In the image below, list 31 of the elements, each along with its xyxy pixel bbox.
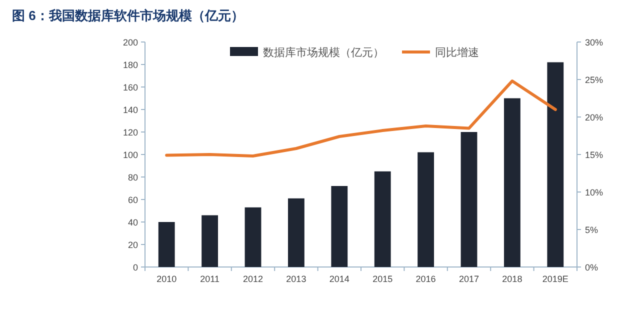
- legend-label: 同比增速: [435, 47, 479, 59]
- ytick: 200: [122, 38, 138, 48]
- xtick: 2010: [156, 274, 177, 284]
- ytick: 40: [128, 218, 138, 228]
- xtick: 2013: [286, 274, 306, 284]
- y2tick: 10%: [585, 188, 604, 198]
- y2tick: 5%: [585, 225, 598, 235]
- xtick: 2014: [329, 274, 350, 284]
- xtick: 2015: [372, 274, 393, 284]
- y2tick: 25%: [585, 75, 604, 85]
- xtick: 2012: [242, 274, 264, 284]
- ytick: 80: [128, 172, 138, 182]
- xtick: 2011: [200, 274, 220, 284]
- ytick: 100: [122, 150, 138, 160]
- xtick: 2016: [416, 274, 436, 284]
- y2tick: 0%: [585, 262, 598, 272]
- ytick: 0: [132, 262, 138, 272]
- title: 图 6：我国数据库软件市场规模（亿元）: [12, 8, 244, 23]
- ytick: 60: [128, 195, 138, 205]
- y2tick: 20%: [585, 112, 604, 122]
- ytick: 160: [122, 82, 138, 92]
- xtick: 2019E: [542, 274, 568, 284]
- y2tick: 30%: [585, 38, 604, 48]
- legend-label: 数据库市场规模（亿元）: [263, 47, 384, 59]
- xtick: 2018: [502, 274, 522, 284]
- ytick: 140: [122, 105, 138, 115]
- ytick: 180: [122, 60, 138, 70]
- y2tick: 15%: [585, 150, 604, 160]
- ytick: 120: [122, 128, 138, 138]
- ytick: 20: [128, 240, 138, 250]
- xtick: 2017: [458, 274, 480, 284]
